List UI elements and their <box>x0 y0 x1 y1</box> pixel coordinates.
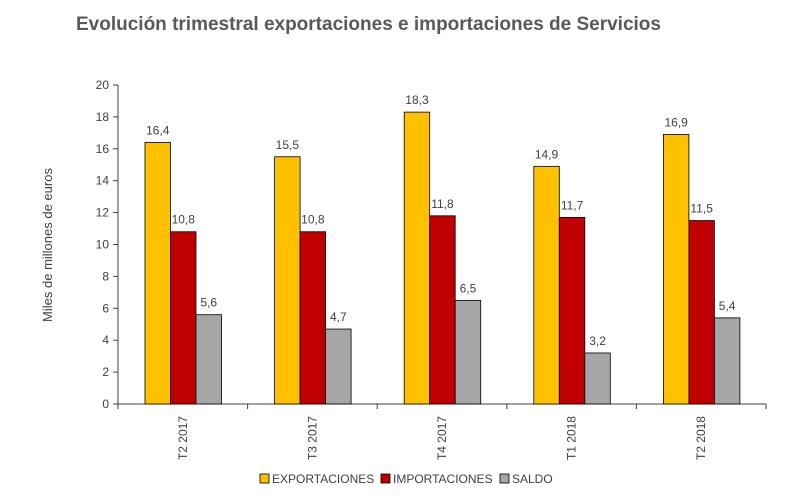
bar-saldo <box>195 314 222 405</box>
bar-importaciones <box>558 216 586 405</box>
y-tick-label: 2 <box>102 365 109 379</box>
data-label: 11,5 <box>690 202 713 216</box>
y-tick-label: 8 <box>102 269 109 283</box>
y-axis-title: Miles de millones de euros <box>40 168 55 322</box>
legend-label-saldo: SALDO <box>512 472 553 486</box>
data-label: 11,8 <box>431 197 454 211</box>
x-tick-label: T3 2017 <box>305 416 319 460</box>
data-label: 18,3 <box>405 93 429 107</box>
data-label: 15,5 <box>276 138 300 152</box>
data-label: 16,4 <box>146 123 170 137</box>
bar-exportaciones <box>533 165 560 405</box>
data-label: 16,9 <box>664 115 688 129</box>
bar-exportaciones <box>403 111 431 405</box>
y-tick-label: 18 <box>96 110 110 124</box>
bar-importaciones <box>429 215 456 405</box>
legend: EXPORTACIONES IMPORTACIONES SALDO <box>259 472 553 486</box>
data-labels: 16,4 10,8 5,6 15,5 10,8 4,7 18,3 11,8 6,5 14,9 11,… <box>146 93 736 348</box>
y-axis-title-group: Miles de millones de euros <box>40 168 55 322</box>
y-tick-label: 16 <box>96 142 110 156</box>
bar-saldo <box>584 352 611 405</box>
legend-swatch-importaciones <box>380 473 391 484</box>
y-axis: 0 2 4 6 8 10 12 14 16 18 20 <box>96 78 119 411</box>
data-label: 10,8 <box>301 213 325 227</box>
bar-saldo <box>325 328 352 405</box>
bar-saldo <box>454 299 482 405</box>
data-label: 4,7 <box>330 310 347 324</box>
data-label: 5,4 <box>719 299 736 313</box>
bar-importaciones <box>688 220 715 405</box>
bar-importaciones <box>170 231 197 405</box>
bar-exportaciones <box>144 142 171 405</box>
bar-exportaciones <box>663 134 690 405</box>
bar-saldo <box>714 317 741 405</box>
data-label: 6,5 <box>460 281 477 295</box>
data-label: 5,6 <box>200 296 217 310</box>
y-tick-label: 12 <box>96 206 110 220</box>
y-tick-label: 4 <box>102 333 109 347</box>
y-tick-label: 14 <box>96 174 110 188</box>
legend-label-exportaciones: EXPORTACIONES <box>272 472 374 486</box>
data-label: 14,9 <box>535 147 559 161</box>
x-tick-label: T1 2018 <box>565 416 579 460</box>
legend-label-importaciones: IMPORTACIONES <box>393 472 493 486</box>
data-label: 11,7 <box>561 198 584 212</box>
bar-exportaciones <box>274 156 301 405</box>
x-axis: T2 2017 T3 2017 T4 2017 T1 2018 T2 2018 <box>117 403 767 460</box>
bar-importaciones <box>299 231 327 405</box>
x-tick-label: T2 2017 <box>176 416 190 460</box>
bars <box>144 111 741 405</box>
data-label: 3,2 <box>589 334 606 348</box>
x-tick-label: T4 2017 <box>435 416 449 460</box>
y-tick-label: 6 <box>102 301 109 315</box>
legend-swatch-saldo <box>499 473 510 484</box>
legend-swatch-exportaciones <box>259 473 270 484</box>
y-tick-label: 0 <box>102 397 109 411</box>
x-tick-label: T2 2018 <box>694 416 708 460</box>
data-label: 10,8 <box>172 213 196 227</box>
y-tick-label: 10 <box>96 238 110 252</box>
y-tick-label: 20 <box>96 78 110 92</box>
chart-title: Evolución trimestral exportaciones e imp… <box>76 14 661 35</box>
